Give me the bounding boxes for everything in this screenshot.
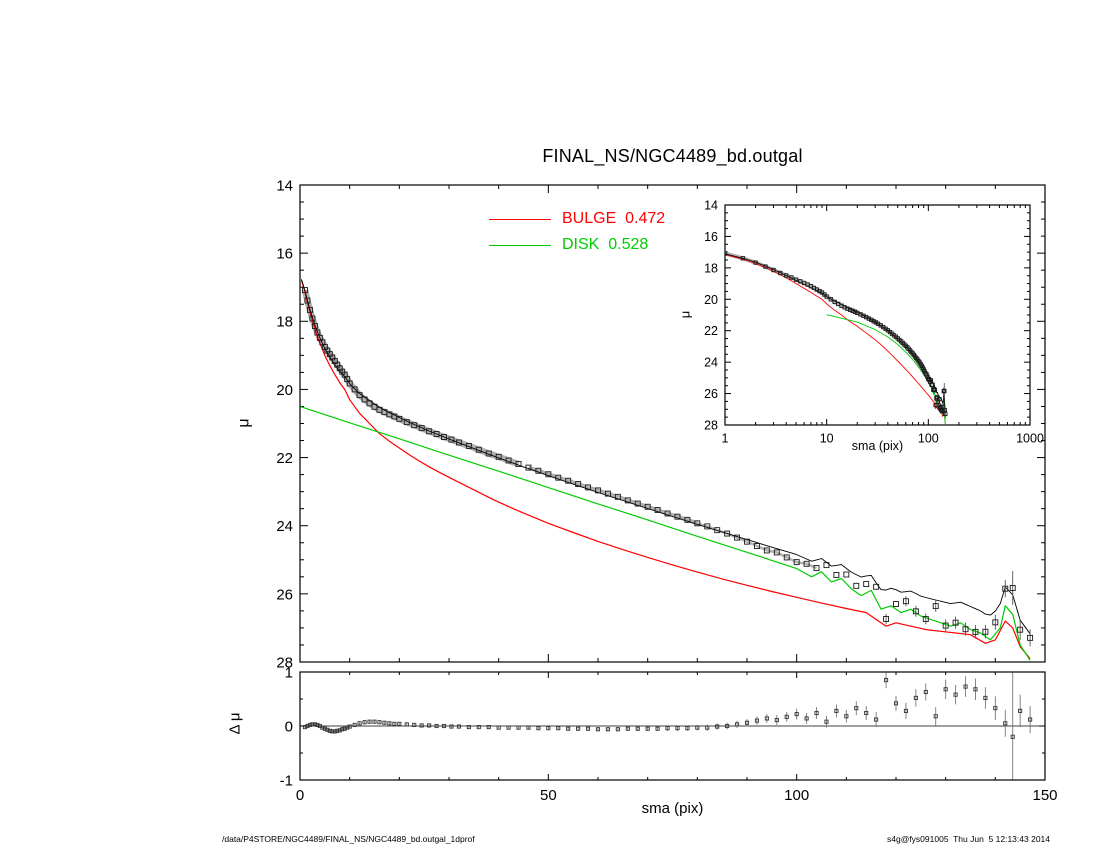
residual-error-bars <box>304 672 1031 780</box>
y-tick-label: 16 <box>276 246 293 263</box>
disk-line <box>300 406 1031 661</box>
x-tick-label: 50 <box>540 787 557 804</box>
inset-background <box>725 205 1030 425</box>
x-tick-label: 1000 <box>1016 432 1044 446</box>
residual-points <box>302 678 1033 739</box>
inset-x-axis-label: sma (pix) <box>851 439 904 453</box>
y-tick-label: 26 <box>704 387 718 401</box>
y-tick-label: 0 <box>285 718 293 735</box>
y-tick-label: 22 <box>704 324 718 338</box>
y-tick-label: 20 <box>276 382 293 399</box>
x-tick-label: 100 <box>784 787 809 804</box>
legend-entry-bulge: BULGE 0.472 <box>489 209 665 229</box>
total-model-line <box>301 279 1031 635</box>
main-tick-labels: 14 16 18 20 22 24 26 28 <box>276 177 293 671</box>
observed-error-bars <box>885 570 1031 647</box>
y-tick-label: 28 <box>704 419 718 433</box>
y-tick-label: -1 <box>280 772 293 789</box>
bulge-line-swatch <box>489 218 551 220</box>
inset-tick-labels: 1 10 100 1000 14 16 18 20 22 24 26 28 <box>704 199 1044 446</box>
inset-axes: 1 10 100 1000 14 16 18 20 22 24 26 28 <box>704 199 1044 446</box>
main-y-axis-label: μ <box>235 418 253 428</box>
x-tick-label: 150 <box>1032 787 1057 804</box>
disk-legend-label: DISK 0.528 <box>562 236 649 253</box>
y-tick-label: 20 <box>704 293 718 307</box>
y-tick-label: 28 <box>276 654 293 671</box>
bulge-line <box>300 280 1031 659</box>
observed-error-band <box>527 465 698 526</box>
legend-entry-disk: DISK 0.528 <box>489 235 648 255</box>
y-tick-label: 14 <box>276 177 293 194</box>
residual-tick-marks <box>299 671 1046 781</box>
inset-series <box>725 251 948 425</box>
x-tick-label: 10 <box>820 432 834 446</box>
disk-line-swatch <box>489 244 551 246</box>
main-axes: 14 16 18 20 22 24 26 28 <box>276 177 1046 671</box>
main-tick-marks <box>299 184 1046 663</box>
y-tick-label: 16 <box>704 230 718 244</box>
x-tick-label: 0 <box>296 787 304 804</box>
inset-y-axis-label: μ <box>677 310 693 319</box>
y-tick-label: 18 <box>276 314 293 331</box>
residual-series <box>300 672 1045 780</box>
x-axis-label: sma (pix) <box>641 800 704 817</box>
y-tick-label: 1 <box>285 664 293 681</box>
plot-title: FINAL_NS/NGC4489_bd.outgal <box>542 146 803 166</box>
observed-points <box>725 251 948 417</box>
bulge-legend-label: BULGE 0.472 <box>562 210 666 227</box>
y-tick-label: 22 <box>276 450 293 467</box>
y-tick-label: 26 <box>276 586 293 603</box>
main-series <box>300 279 1034 661</box>
residual-y-axis-label: Δ μ <box>226 712 244 735</box>
observed-points <box>302 287 1034 641</box>
y-tick-label: 14 <box>704 199 718 213</box>
user-and-timestamp: s4g@fys091005 Thu Jun 5 12:13:43 2014 <box>886 834 1050 844</box>
x-tick-label: 100 <box>918 432 939 446</box>
output-file-path: /data/P4STORE/NGC4489/FINAL_NS/NGC4489_b… <box>222 834 475 844</box>
y-tick-label: 18 <box>704 261 718 275</box>
y-tick-label: 24 <box>276 518 293 535</box>
x-tick-label: 1 <box>722 432 729 446</box>
y-tick-label: 24 <box>704 356 718 370</box>
